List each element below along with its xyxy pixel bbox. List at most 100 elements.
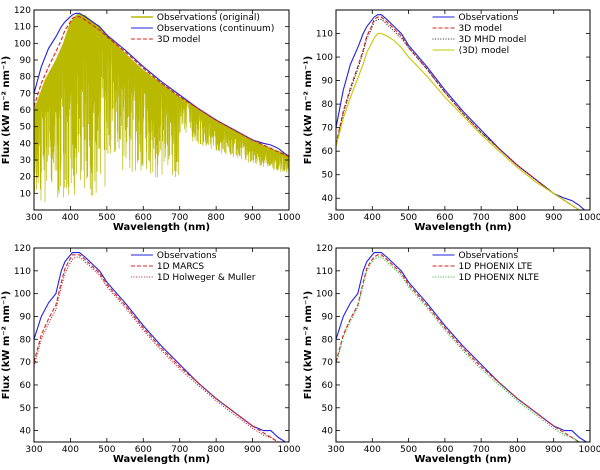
x-axis-label: Wavelength (nm) (113, 454, 210, 465)
x-tick-label: 400 (364, 445, 381, 455)
series-line-2 (34, 254, 281, 442)
x-tick-label: 800 (208, 213, 225, 223)
y-tick-label: 70 (322, 124, 334, 134)
y-tick-label: 90 (322, 77, 334, 87)
y-tick-label: 50 (322, 171, 334, 181)
legend-label: 3D model (459, 24, 503, 34)
panel-4: 300 400 500 600 700 800 900 1000 40 50 60 70 80 90 100… (303, 244, 600, 465)
x-tick-label: 600 (436, 213, 453, 223)
y-tick-label: 90 (20, 312, 32, 322)
y-tick-label: 40 (20, 139, 32, 149)
series-line-3 (34, 16, 289, 158)
panel-2: 300 400 500 600 700 800 900 1000 40 50 60 70 80 90 100… (303, 9, 600, 233)
series-line-1 (34, 13, 289, 203)
x-tick-label: 300 (25, 445, 42, 455)
y-tick-label: 80 (322, 335, 334, 345)
y-tick-label: 40 (20, 427, 32, 437)
x-tick-label: 500 (98, 445, 115, 455)
y-tick-label: 70 (322, 358, 334, 368)
x-tick-label: 600 (436, 445, 453, 455)
series-line-4 (336, 32, 581, 210)
y-tick-label: 40 (322, 194, 334, 204)
x-tick-label: 700 (171, 213, 188, 223)
plot-frame (335, 247, 591, 443)
x-tick-label: 800 (509, 445, 526, 455)
x-tick-label: 900 (545, 213, 562, 223)
x-tick-label: 900 (244, 213, 261, 223)
y-tick-label: 10 (20, 189, 32, 199)
x-tick-label: 700 (171, 445, 188, 455)
y-tick-label: 50 (322, 404, 334, 414)
y-tick-label: 40 (322, 427, 334, 437)
x-tick-label: 800 (208, 445, 225, 455)
legend-label: Observations (original) (157, 13, 260, 23)
y-tick-label: 60 (322, 381, 334, 391)
y-axis-label: Flux (kW m⁻² nm⁻¹) (1, 56, 12, 164)
y-tick-label: 50 (20, 123, 32, 133)
x-tick-label: 1000 (278, 445, 301, 455)
x-tick-label: 400 (62, 213, 79, 223)
y-tick-label: 110 (316, 30, 333, 40)
y-tick-label: 60 (322, 147, 334, 157)
y-axis-label: Flux (kW m⁻² nm⁻¹) (1, 291, 12, 399)
y-tick-label: 70 (20, 358, 32, 368)
x-tick-label: 600 (135, 445, 152, 455)
y-tick-label: 100 (316, 290, 333, 300)
series-line-3 (34, 256, 281, 442)
y-tick-label: 60 (20, 106, 32, 116)
x-tick-label: 1000 (579, 213, 600, 223)
x-tick-label: 300 (327, 213, 344, 223)
y-tick-label: 80 (20, 73, 32, 83)
y-tick-label: 30 (20, 156, 32, 166)
x-tick-label: 900 (545, 445, 562, 455)
x-tick-label: 400 (62, 445, 79, 455)
y-tick-label: 120 (14, 244, 31, 254)
x-tick-label: 1000 (579, 445, 600, 455)
legend-label: 1D Holweger & Muller (157, 273, 256, 283)
legend-label: 1D PHOENIX LTE (459, 262, 533, 272)
panel-1: 300 400 500 600 700 800 900 1000 10 20 30 40 50 60 70 8… (1, 6, 301, 233)
y-axis-label: Flux (kW m⁻² nm⁻¹) (303, 291, 314, 399)
legend-label: ⟨3D⟩ model (459, 46, 510, 56)
series-line-2 (336, 254, 582, 442)
x-tick-label: 700 (473, 213, 490, 223)
y-tick-label: 80 (322, 100, 334, 110)
x-axis-label: Wavelength (nm) (414, 454, 511, 465)
y-tick-label: 120 (14, 6, 31, 16)
y-tick-label: 20 (20, 173, 32, 183)
y-tick-label: 100 (316, 53, 333, 63)
x-tick-label: 1000 (278, 213, 301, 223)
x-axis-label: Wavelength (nm) (113, 222, 210, 233)
y-tick-label: 70 (20, 89, 32, 99)
x-tick-label: 500 (400, 213, 417, 223)
plot-frame (33, 247, 290, 443)
y-tick-label: 50 (20, 404, 32, 414)
legend-label: 1D PHOENIX NLTE (459, 273, 540, 283)
x-tick-label: 500 (98, 213, 115, 223)
x-tick-label: 600 (135, 213, 152, 223)
y-tick-label: 110 (316, 267, 333, 277)
y-tick-label: 100 (14, 290, 31, 300)
x-axis-label: Wavelength (nm) (414, 222, 511, 233)
y-tick-label: 60 (20, 381, 32, 391)
y-axis-label: Flux (kW m⁻² nm⁻¹) (303, 56, 314, 164)
panel-3: 300 400 500 600 700 800 900 1000 40 50 60 70 80 90 100… (1, 244, 301, 465)
legend-label: Observations (continuum) (157, 24, 274, 34)
legend-label: Observations (459, 251, 519, 261)
plot-frame (335, 9, 591, 211)
x-tick-label: 400 (364, 213, 381, 223)
x-tick-label: 900 (244, 445, 261, 455)
y-tick-label: 90 (322, 312, 334, 322)
y-tick-label: 110 (14, 267, 31, 277)
series-line-3 (336, 256, 582, 442)
legend-label: 3D MHD model (459, 35, 527, 45)
legend-label: Observations (459, 13, 519, 23)
y-tick-label: 120 (316, 244, 333, 254)
y-tick-label: 80 (20, 335, 32, 345)
x-tick-label: 700 (473, 445, 490, 455)
y-tick-label: 110 (14, 23, 31, 33)
y-tick-label: 90 (20, 56, 32, 66)
x-tick-label: 300 (25, 213, 42, 223)
legend-label: 3D model (157, 35, 201, 45)
legend-label: 1D MARCS (157, 262, 205, 272)
